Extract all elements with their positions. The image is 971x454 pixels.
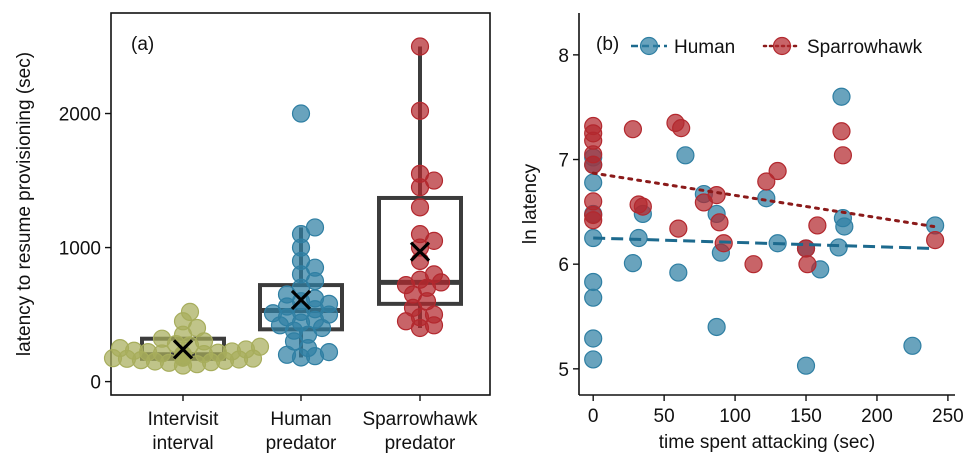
x-tick-label: 50 [654, 406, 675, 427]
data-point [707, 186, 726, 205]
y-tick-label: 6 [558, 255, 569, 276]
panel-b-label: (b) [596, 34, 619, 55]
data-point [410, 225, 430, 244]
data-point [672, 119, 691, 138]
panel-a-y-axis: 0 1000 2000 [59, 105, 111, 394]
panel-a-y-axis-title: latency to resume provisioning (sec) [14, 52, 35, 356]
trend-line-human [593, 236, 934, 250]
x-tick-label: 250 [932, 406, 964, 427]
data-point [584, 350, 603, 369]
panel-a-x-axis: Intervisit interval Human predator Sparrowha… [148, 395, 478, 454]
data-point [110, 338, 130, 358]
box-group [103, 302, 270, 375]
y-tick-label: 1000 [59, 239, 101, 260]
data-point [926, 231, 945, 250]
data-point [757, 189, 776, 208]
data-point [305, 218, 325, 237]
panel-a-marks [103, 37, 463, 375]
data-point [410, 164, 430, 183]
data-point [669, 263, 688, 282]
x-tick-label: 200 [861, 406, 893, 427]
x-tick-label: predator [266, 433, 337, 454]
x-tick-label: 100 [719, 406, 751, 427]
data-point [796, 239, 816, 258]
series-sparrowhawk [584, 113, 945, 274]
data-point [808, 216, 827, 235]
data-point [319, 343, 339, 362]
data-point [796, 356, 816, 375]
data-point [676, 146, 695, 165]
data-point [707, 317, 726, 337]
data-point [744, 255, 763, 274]
data-point [424, 265, 444, 284]
x-tick-label: 150 [790, 406, 822, 427]
data-point [623, 254, 643, 273]
x-tick-label: predator [385, 433, 456, 454]
data-point [829, 238, 848, 257]
data-point [757, 172, 776, 191]
panel-b-legend: Human Sparrowhawk [631, 36, 923, 58]
data-point [832, 122, 851, 141]
legend-human-marker [639, 36, 659, 56]
mean-marker [290, 289, 312, 310]
y-tick-label: 0 [90, 373, 101, 394]
data-point [410, 198, 430, 217]
y-tick-label: 5 [558, 360, 569, 381]
x-tick-label: Human [270, 409, 331, 430]
mean-marker [409, 241, 431, 262]
mean-marker [172, 339, 194, 360]
data-point [584, 288, 603, 307]
data-point [584, 329, 603, 348]
x-tick-label: Sparrowhawk [362, 409, 478, 430]
data-point [152, 329, 172, 348]
data-point [584, 211, 603, 230]
y-tick-label: 8 [558, 46, 569, 67]
data-point [584, 272, 603, 292]
data-point [584, 155, 603, 174]
x-tick-label: 0 [588, 406, 599, 427]
panel-b-marks [584, 87, 945, 375]
data-point [633, 197, 652, 216]
legend-human-label: Human [674, 37, 735, 58]
box-group [258, 104, 344, 367]
box-group [377, 37, 463, 338]
data-point [835, 217, 854, 236]
panel-b-y-axis: 5 6 7 8 [558, 46, 579, 381]
data-point [903, 336, 922, 355]
data-point [832, 87, 851, 106]
data-point [584, 173, 603, 192]
data-point [623, 120, 643, 139]
legend-sparrowhawk-label: Sparrowhawk [807, 37, 923, 58]
data-point [833, 146, 853, 165]
panel-a: (a) latency to resume provisioning (sec)… [14, 12, 491, 454]
data-point [669, 219, 688, 238]
data-point [410, 37, 430, 56]
panel-b: (b) ln latency time spent attacking (sec… [520, 13, 964, 453]
trend-line-sparrowhawk [591, 171, 936, 229]
panel-a-label: (a) [131, 34, 154, 55]
data-point [798, 255, 817, 274]
panel-b-x-axis: 0 50 100 150 200 250 [588, 395, 964, 427]
data-point [180, 302, 200, 321]
data-point [410, 101, 430, 120]
panel-b-x-axis-title: time spent attacking (sec) [659, 432, 875, 453]
x-tick-label: Intervisit [148, 409, 219, 430]
panel-b-y-axis-title: ln latency [520, 163, 541, 244]
data-point [768, 161, 787, 181]
legend-sparrowhawk-marker [772, 36, 792, 56]
y-tick-label: 7 [558, 151, 569, 172]
data-point [291, 104, 311, 123]
y-tick-label: 2000 [59, 105, 101, 126]
data-point [710, 213, 729, 232]
x-tick-label: interval [152, 433, 213, 454]
data-point [250, 337, 270, 356]
